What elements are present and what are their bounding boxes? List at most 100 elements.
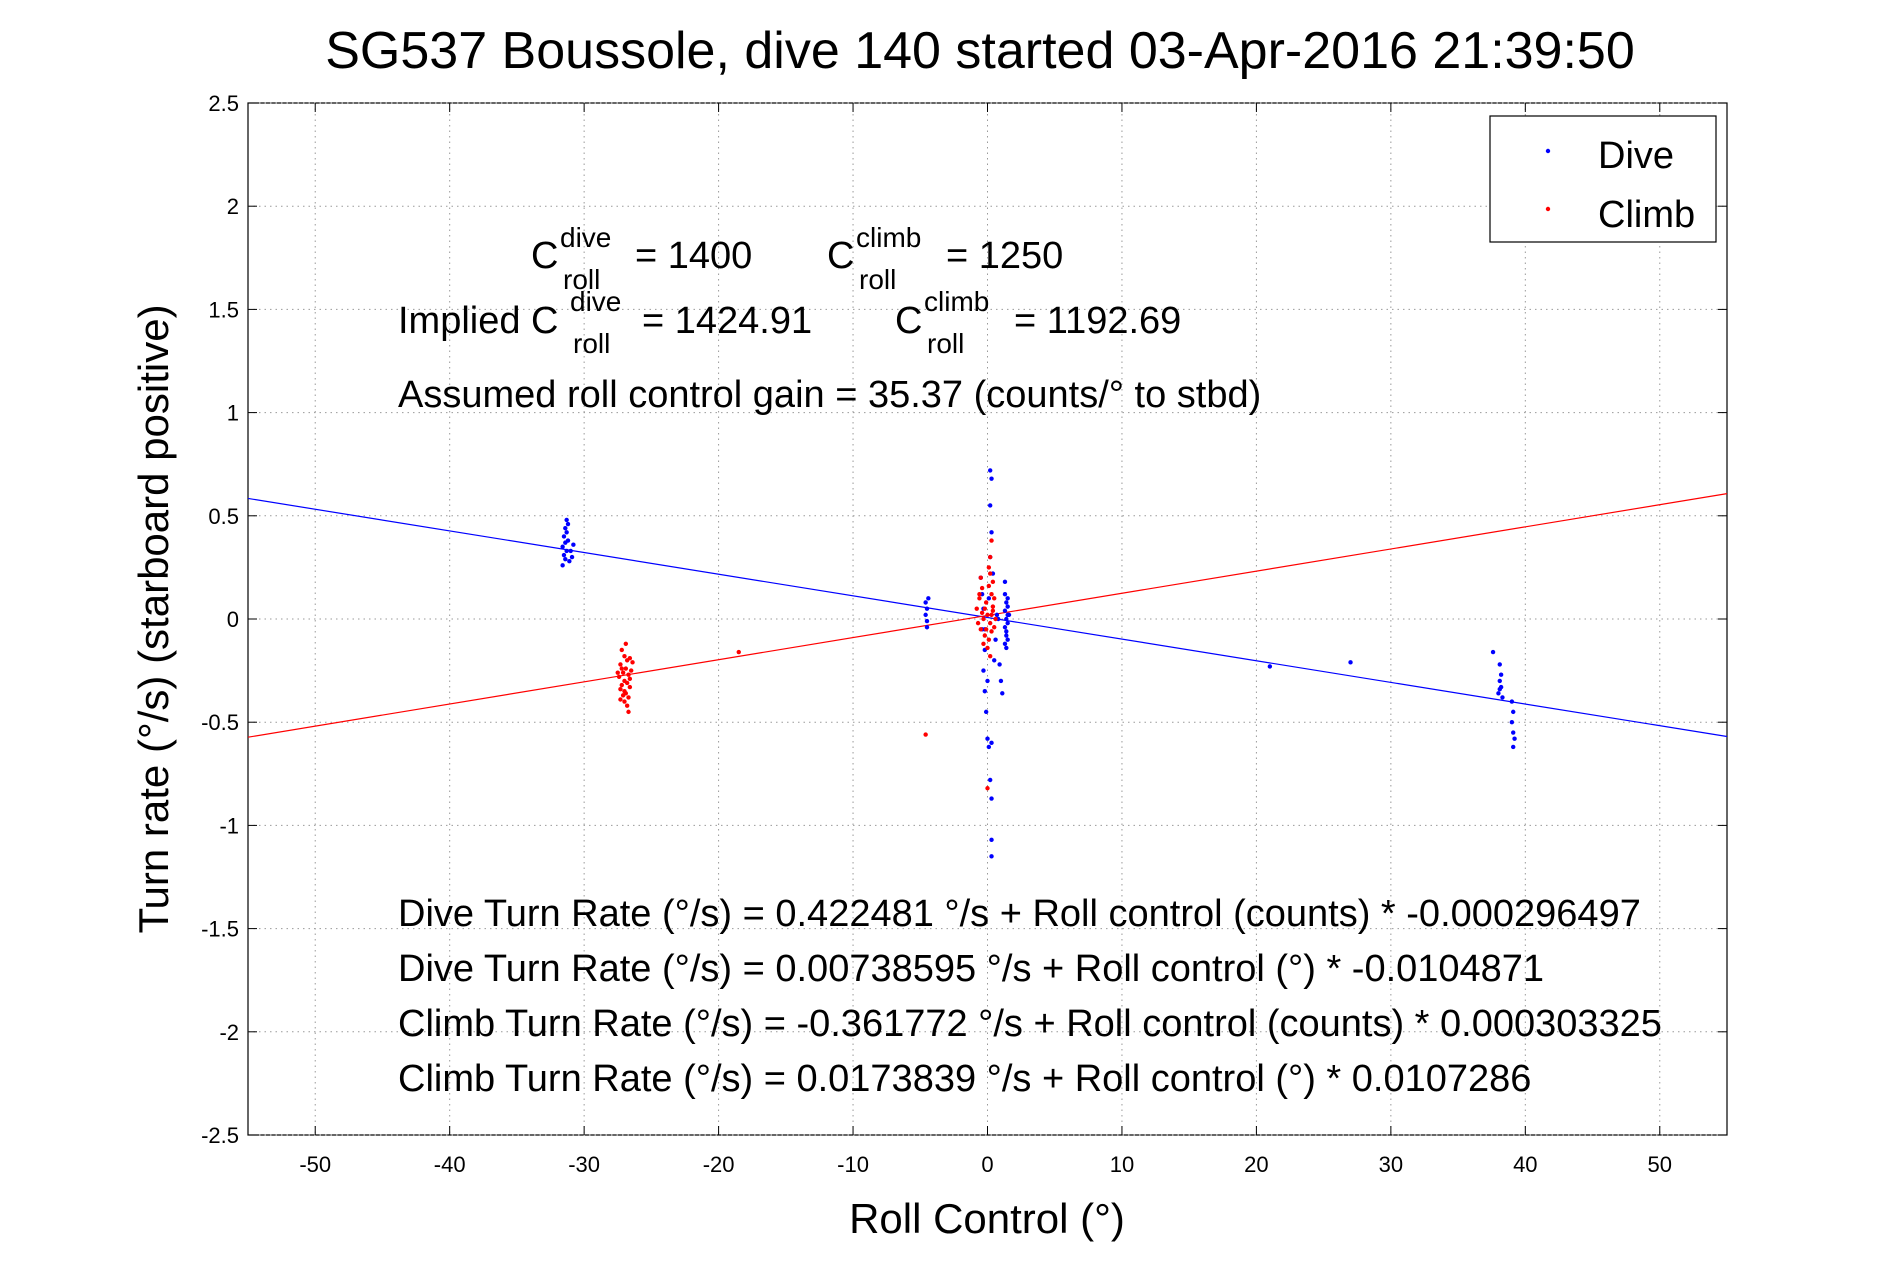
dive-point [1511, 709, 1516, 715]
x-tick-label: 0 [981, 1152, 993, 1177]
legend-dive-marker [1545, 148, 1551, 154]
dive-point [1004, 645, 1009, 651]
dive-point [1005, 612, 1010, 618]
dive-point [1490, 649, 1496, 655]
climb-point [623, 641, 629, 646]
climb-point [989, 612, 994, 618]
dive-point [1005, 596, 1010, 601]
climb-point [990, 608, 996, 613]
implied-climb-c: C [895, 300, 922, 342]
climb-point [987, 653, 993, 659]
dive-point [569, 554, 575, 560]
dive-point [985, 736, 990, 741]
dive-fit-line [247, 497, 1728, 738]
climb-point [982, 633, 988, 638]
implied-dive-sub: roll [573, 328, 610, 359]
dive-point [1005, 637, 1010, 642]
equation-dive-counts: Dive Turn Rate (°/s) = 0.422481 °/s + Ro… [398, 893, 1641, 935]
dive-point [568, 548, 573, 554]
dive-point [1005, 604, 1010, 609]
climb-point [983, 627, 989, 632]
dive-point [982, 689, 988, 694]
dive-point [987, 503, 993, 508]
chart-title: SG537 Boussole, dive 140 started 03-Apr-… [325, 22, 1635, 80]
climb-point [987, 571, 993, 576]
dive-point [561, 552, 567, 558]
dive-point [1497, 686, 1502, 692]
y-axis-ticks: -2.5 -2 -1.5 -1 -0.5 0 0.5 1 1.5 2 2.5 [201, 91, 1727, 1148]
x-tick-label: 10 [1110, 1152, 1134, 1177]
dive-point [1002, 641, 1008, 646]
c-roll-dive-c: C [531, 235, 558, 277]
implied-dive-value: = 1424.91 [642, 300, 812, 342]
climb-point [974, 606, 979, 611]
dive-point [561, 534, 567, 539]
dive-point [1509, 720, 1515, 725]
legend: Dive Climb [1489, 115, 1717, 243]
dive-point [926, 596, 931, 601]
climb-point [987, 554, 993, 560]
dive-point [567, 559, 572, 564]
dive-point [565, 521, 571, 527]
climb-point [618, 662, 623, 667]
climb-point [622, 699, 627, 704]
c-roll-annotation: C dive roll = 1400 C climb roll = 1250 [531, 222, 1063, 295]
y-tick-label: 1 [227, 401, 239, 426]
dive-point [564, 548, 569, 554]
climb-point [987, 620, 993, 626]
climb-series [615, 538, 998, 791]
dive-point [994, 612, 1000, 618]
dive-point [924, 618, 930, 624]
x-tick-label: 50 [1648, 1152, 1672, 1177]
dive-point [1497, 662, 1502, 667]
dive-point [987, 777, 993, 783]
dive-point [1496, 691, 1501, 696]
y-axis-label: Turn rate (°/s) (starboard positive) [130, 304, 177, 933]
y-tick-label: -1 [219, 813, 239, 838]
climb-point [985, 645, 990, 651]
legend-climb-marker [1545, 206, 1551, 212]
dive-point [924, 606, 930, 611]
dive-point [924, 625, 930, 630]
climb-point [623, 666, 629, 671]
dive-point [985, 678, 990, 684]
climb-point [981, 641, 986, 646]
climb-point [977, 596, 982, 601]
climb-point [622, 689, 627, 694]
dive-point [989, 530, 994, 535]
climb-point [615, 670, 620, 675]
dive-point [1002, 592, 1008, 597]
x-tick-label: 40 [1513, 1152, 1537, 1177]
climb-point [992, 596, 997, 601]
climb-point [983, 600, 989, 605]
implied-c-roll-annotation: Implied C dive roll = 1424.91 C climb ro… [398, 286, 1181, 359]
equation-climb-counts: Climb Turn Rate (°/s) = -0.361772 °/s + … [398, 1003, 1662, 1045]
dive-point [992, 658, 997, 663]
dive-point [986, 596, 992, 601]
dive-point [563, 525, 568, 531]
dive-series [560, 468, 1517, 859]
c-roll-climb-value: = 1250 [946, 235, 1063, 277]
climb-point [990, 604, 996, 609]
x-tick-label: -10 [837, 1152, 869, 1177]
dive-point [998, 678, 1004, 684]
x-tick-label: 30 [1379, 1152, 1403, 1177]
dive-point [997, 662, 1002, 667]
climb-point [619, 682, 624, 688]
dive-point [981, 668, 986, 673]
climb-point [618, 697, 623, 702]
c-roll-dive-value: = 1400 [635, 235, 752, 277]
dive-point [986, 744, 992, 750]
dive-point [1005, 620, 1010, 626]
climb-point [985, 786, 990, 791]
dive-point [1002, 579, 1008, 585]
dive-point [564, 530, 569, 535]
dive-point [1004, 633, 1009, 638]
c-roll-dive-sub: roll [563, 264, 600, 295]
climb-point [986, 637, 992, 642]
climb-point [923, 732, 928, 737]
x-tick-label: 20 [1244, 1152, 1268, 1177]
dive-point [1004, 600, 1009, 605]
climb-point [628, 668, 634, 673]
